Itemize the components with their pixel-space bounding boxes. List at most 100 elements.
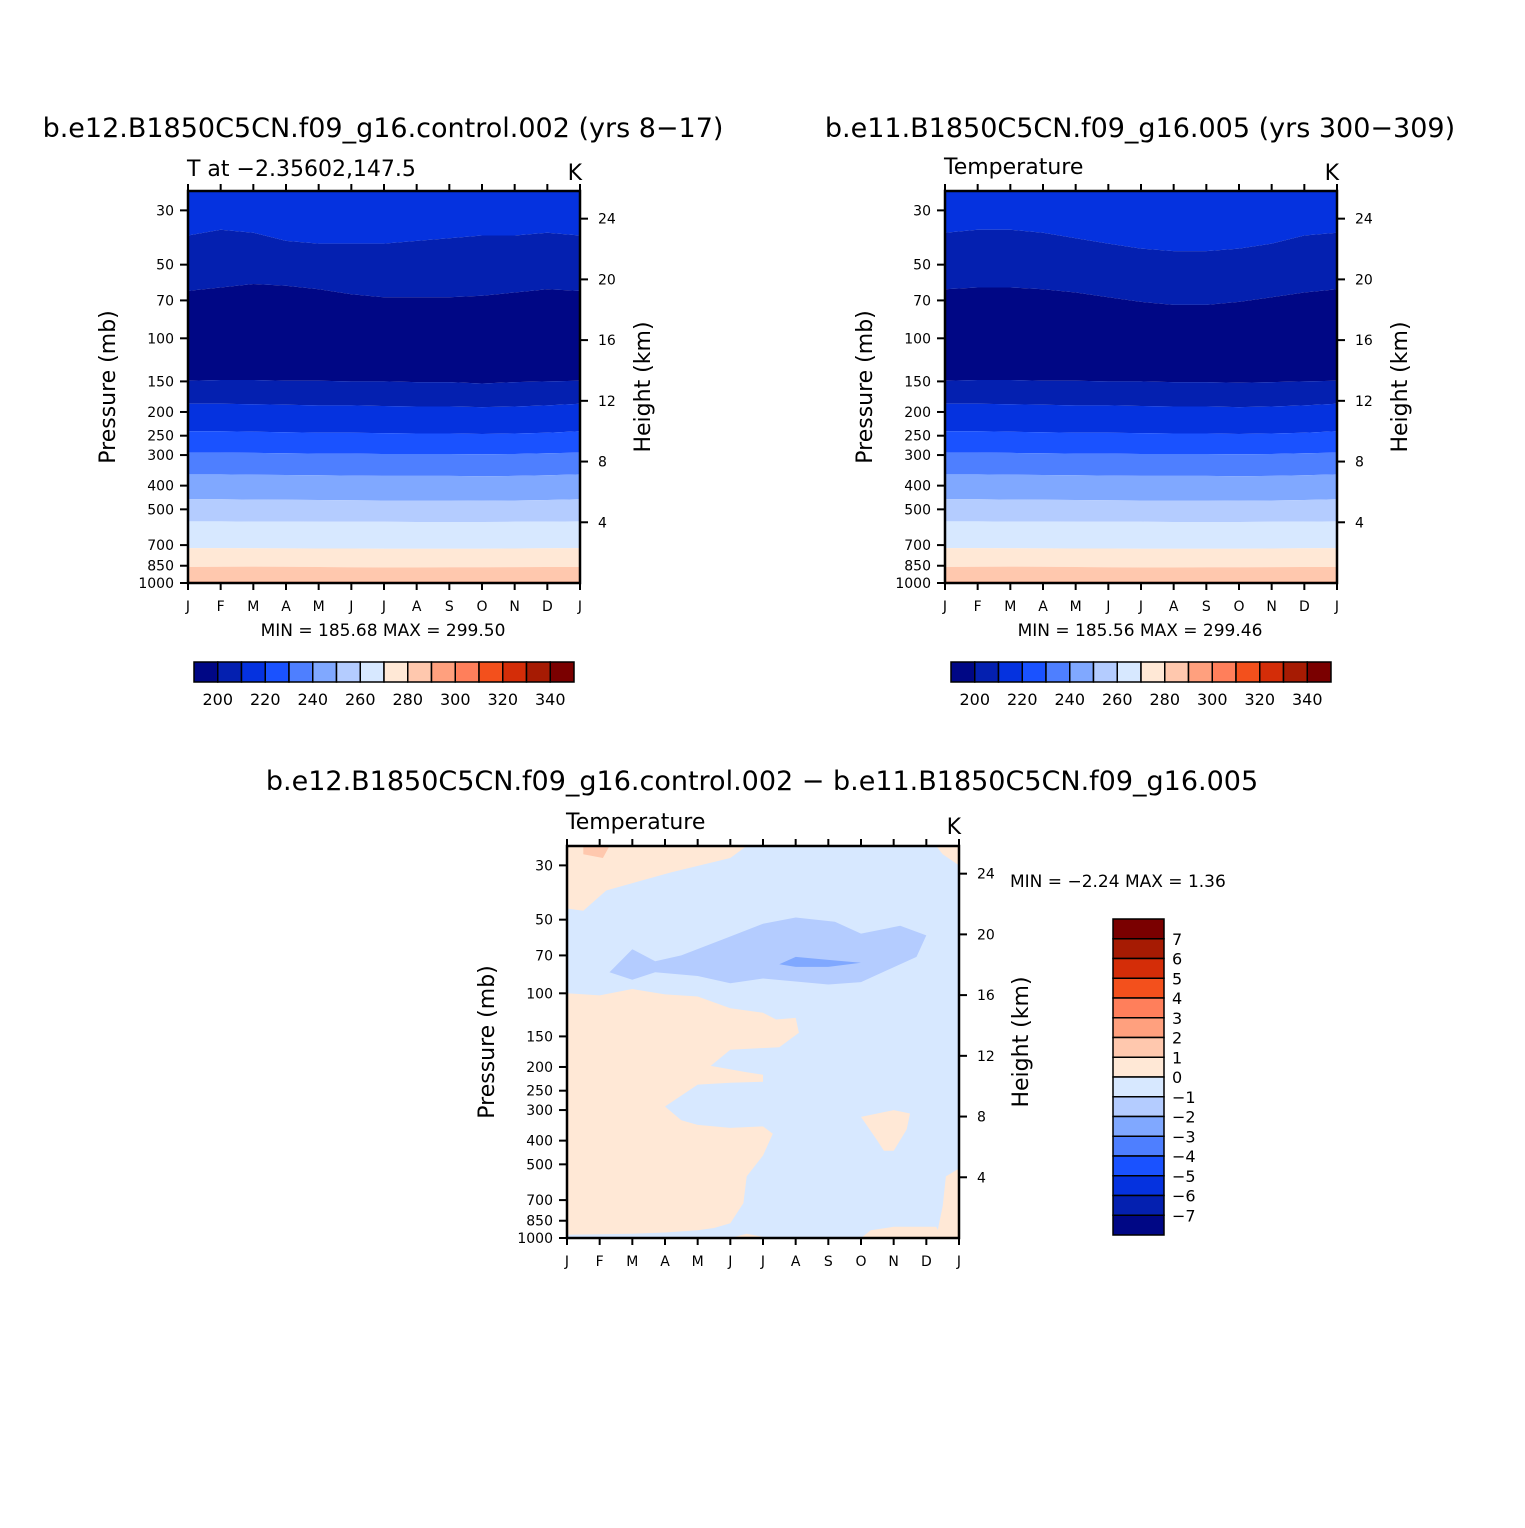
right-tick-label: 12 — [977, 1049, 995, 1065]
colorbar-box — [1045, 661, 1071, 683]
right-tick-label: 20 — [1355, 272, 1373, 288]
right-tick-label: 12 — [1355, 394, 1373, 410]
colorbar-box — [312, 661, 338, 683]
x-tick-label: N — [888, 1254, 898, 1270]
y-tick-label: 200 — [526, 1060, 553, 1076]
contour-region — [861, 1110, 910, 1151]
contour-band — [188, 499, 580, 522]
y-tick-label: 250 — [904, 429, 931, 445]
right-axis-label: Height (km) — [1009, 976, 1034, 1107]
contour-region — [861, 1226, 943, 1238]
y-tick-label: 30 — [156, 203, 174, 219]
y-tick-label: 200 — [904, 405, 931, 421]
colorbar-box — [997, 661, 1023, 683]
right-tick-label: 24 — [1355, 212, 1373, 228]
x-tick-label: M — [313, 599, 325, 615]
y-tick-label: 300 — [904, 448, 931, 464]
x-tick-label: M — [626, 1254, 638, 1270]
x-tick-label: A — [1169, 599, 1179, 615]
colorbar-label: −3 — [1172, 1127, 1196, 1146]
x-tick-label: O — [855, 1254, 866, 1270]
colorbar-label: 0 — [1172, 1068, 1182, 1087]
units-label: K — [1325, 161, 1340, 186]
colorbar-box — [264, 661, 290, 683]
x-tick-label: O — [1233, 599, 1244, 615]
colorbar-box — [383, 661, 409, 683]
x-tick-label: J — [577, 599, 582, 615]
y-tick-label: 100 — [526, 986, 553, 1002]
y-tick-label: 400 — [904, 479, 931, 495]
colorbar-box — [549, 661, 575, 683]
colorbar-label: 240 — [297, 690, 328, 709]
colorbar-label: 4 — [1172, 989, 1182, 1008]
colorbar-label: 260 — [345, 690, 376, 709]
min-max-stats: MIN = 185.56 MAX = 299.46 — [1018, 621, 1263, 641]
contour-band — [945, 380, 1337, 408]
y-tick-label: 150 — [147, 374, 174, 390]
colorbar-box — [1092, 661, 1118, 683]
contour-band — [945, 191, 1337, 252]
units-label: K — [568, 161, 583, 186]
colorbar-label: −1 — [1172, 1088, 1196, 1107]
colorbar-box — [1112, 1155, 1165, 1177]
x-tick-label: F — [974, 599, 982, 615]
contour-plot: J F M A M J J A S O N D J 30 50 70 100 150 200 250 300 400 500… — [138, 184, 616, 615]
min-max-stats: MIN = 185.68 MAX = 299.50 — [261, 621, 506, 641]
colorbar-box — [217, 661, 243, 683]
colorbar-label: 220 — [1007, 690, 1038, 709]
contour-band — [945, 431, 1337, 455]
colorbar-box — [335, 661, 361, 683]
colorbar-box — [974, 661, 1000, 683]
y-tick-label: 1000 — [895, 576, 931, 592]
colorbar-label: 340 — [535, 690, 566, 709]
y-tick-label: 30 — [535, 858, 553, 874]
colorbar-box — [502, 661, 528, 683]
colorbar-box — [1112, 1115, 1165, 1137]
right-tick-label: 4 — [977, 1170, 986, 1186]
colorbar-label: −6 — [1172, 1187, 1196, 1206]
colorbar-label: 200 — [202, 690, 233, 709]
colorbar: 200 220 240 260 280 300 320 340 — [950, 661, 1332, 709]
colorbar-label: −4 — [1172, 1147, 1196, 1166]
colorbar-box — [1282, 661, 1308, 683]
contour-band — [188, 229, 580, 298]
x-tick-label: N — [509, 599, 519, 615]
y-tick-label: 1000 — [517, 1231, 553, 1247]
colorbar-box — [1112, 938, 1165, 960]
right-tick-label: 12 — [598, 394, 616, 410]
colorbar-box — [1112, 977, 1165, 999]
contour-region — [609, 917, 927, 985]
right-tick-label: 16 — [977, 988, 995, 1004]
x-tick-label: A — [1038, 599, 1048, 615]
y-tick-label: 500 — [904, 502, 931, 518]
y-tick-label: 70 — [913, 293, 931, 309]
contour-plot: J F M A M J J A S O N D J 30 50 70 100 150 200 250 300 400 500… — [517, 839, 995, 1270]
colorbar-box — [1116, 661, 1142, 683]
y-axis-label: Pressure (mb) — [475, 965, 500, 1119]
colorbar-label: 320 — [1244, 690, 1275, 709]
panel-reference: b.e11.B1850C5CN.f09_g16.005 (yrs 300−309… — [825, 113, 1455, 709]
colorbar-box — [478, 661, 504, 683]
colorbar-label: 5 — [1172, 969, 1182, 988]
panel-difference: b.e12.B1850C5CN.f09_g16.control.002 − b.… — [266, 766, 1258, 1270]
x-tick-label: M — [1070, 599, 1082, 615]
y-tick-label: 150 — [526, 1029, 553, 1045]
x-tick-label: D — [1299, 599, 1310, 615]
contour-band — [188, 566, 580, 582]
panel-title: b.e12.B1850C5CN.f09_g16.control.002 − b.… — [266, 766, 1258, 797]
x-tick-label: J — [760, 1254, 765, 1270]
left-subtitle: Temperature — [565, 810, 705, 835]
right-tick-label: 16 — [598, 333, 616, 349]
colorbar-box — [1164, 661, 1190, 683]
colorbar-box — [359, 661, 385, 683]
y-tick-label: 50 — [535, 913, 553, 929]
x-tick-label: A — [412, 599, 422, 615]
colorbar-label: −7 — [1172, 1206, 1196, 1225]
colorbar-label: 1 — [1172, 1048, 1182, 1067]
colorbar-box — [407, 661, 433, 683]
y-tick-label: 250 — [147, 429, 174, 445]
y-tick-label: 250 — [526, 1084, 553, 1100]
contour-band — [945, 452, 1337, 477]
colorbar-label: 6 — [1172, 950, 1182, 969]
y-tick-label: 400 — [147, 479, 174, 495]
